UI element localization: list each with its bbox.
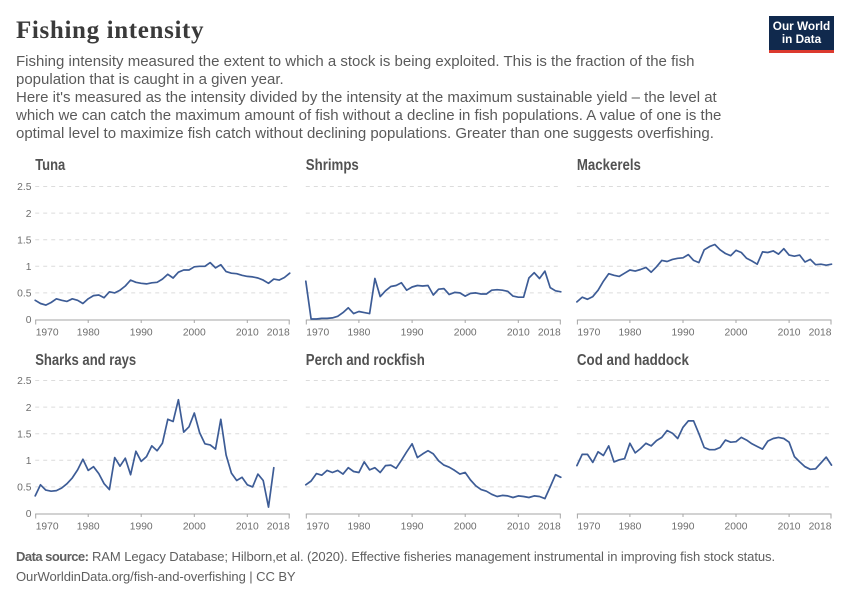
svg-text:Shrimps: Shrimps — [306, 157, 359, 174]
svg-text:1990: 1990 — [672, 522, 695, 533]
svg-text:2000: 2000 — [183, 328, 206, 339]
svg-text:1980: 1980 — [347, 522, 370, 533]
svg-text:2018: 2018 — [538, 328, 561, 339]
svg-text:1990: 1990 — [401, 522, 424, 533]
svg-text:2.5: 2.5 — [17, 376, 32, 387]
svg-text:2018: 2018 — [538, 522, 561, 533]
svg-text:2018: 2018 — [267, 328, 290, 339]
svg-text:0.5: 0.5 — [17, 289, 32, 300]
svg-text:Perch and rockfish: Perch and rockfish — [306, 352, 425, 369]
svg-text:Tuna: Tuna — [35, 157, 65, 174]
svg-text:1980: 1980 — [77, 328, 100, 339]
svg-text:Mackerels: Mackerels — [577, 157, 641, 174]
svg-text:1990: 1990 — [672, 328, 695, 339]
svg-text:2010: 2010 — [778, 522, 801, 533]
svg-text:2018: 2018 — [809, 522, 832, 533]
svg-text:1.5: 1.5 — [17, 429, 32, 440]
svg-text:2010: 2010 — [507, 522, 530, 533]
svg-text:1: 1 — [26, 456, 32, 467]
svg-text:1980: 1980 — [77, 522, 100, 533]
svg-text:2018: 2018 — [267, 522, 290, 533]
svg-text:2: 2 — [26, 403, 32, 414]
svg-text:2000: 2000 — [454, 522, 477, 533]
svg-text:1990: 1990 — [130, 522, 153, 533]
svg-text:1970: 1970 — [306, 522, 329, 533]
svg-text:2018: 2018 — [809, 328, 832, 339]
svg-text:2000: 2000 — [725, 522, 748, 533]
svg-text:2.5: 2.5 — [17, 182, 32, 193]
svg-text:0: 0 — [26, 509, 32, 520]
svg-text:1970: 1970 — [577, 522, 600, 533]
svg-text:2000: 2000 — [725, 328, 748, 339]
svg-text:1980: 1980 — [347, 328, 370, 339]
svg-text:2000: 2000 — [454, 328, 477, 339]
svg-text:2010: 2010 — [778, 328, 801, 339]
svg-text:2000: 2000 — [183, 522, 206, 533]
svg-text:1980: 1980 — [618, 328, 641, 339]
svg-text:0.5: 0.5 — [17, 483, 32, 494]
svg-text:1970: 1970 — [36, 522, 59, 533]
svg-text:0: 0 — [26, 315, 32, 326]
svg-text:1980: 1980 — [618, 522, 641, 533]
svg-text:1.5: 1.5 — [17, 235, 32, 246]
svg-text:1970: 1970 — [306, 328, 329, 339]
svg-text:2010: 2010 — [236, 328, 259, 339]
svg-text:1970: 1970 — [36, 328, 59, 339]
svg-text:2: 2 — [26, 209, 32, 220]
svg-text:2010: 2010 — [507, 328, 530, 339]
svg-text:1990: 1990 — [401, 328, 424, 339]
svg-text:1990: 1990 — [130, 328, 153, 339]
svg-text:1: 1 — [26, 262, 32, 273]
svg-text:Sharks and rays: Sharks and rays — [35, 352, 136, 369]
svg-text:Cod and haddock: Cod and haddock — [577, 352, 689, 369]
svg-text:2010: 2010 — [236, 522, 259, 533]
svg-text:1970: 1970 — [577, 328, 600, 339]
